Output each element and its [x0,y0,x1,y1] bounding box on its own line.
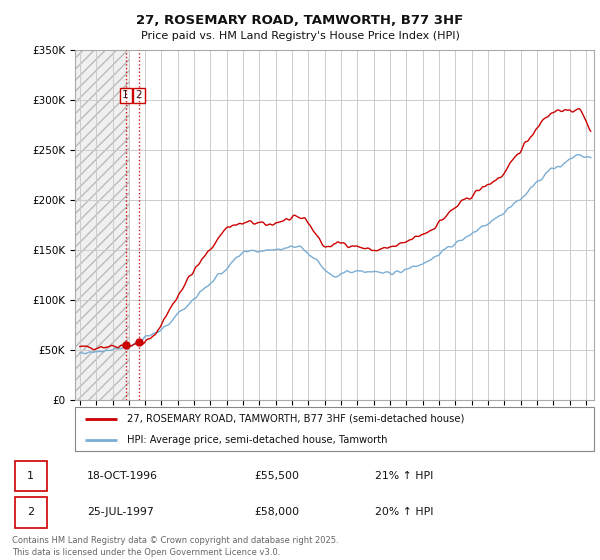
FancyBboxPatch shape [15,460,47,492]
Text: 25-JUL-1997: 25-JUL-1997 [87,507,154,517]
Text: 18-OCT-1996: 18-OCT-1996 [87,471,158,481]
FancyBboxPatch shape [75,407,594,451]
Text: 20% ↑ HPI: 20% ↑ HPI [375,507,433,517]
Text: Contains HM Land Registry data © Crown copyright and database right 2025.
This d: Contains HM Land Registry data © Crown c… [12,536,338,557]
Text: 1: 1 [122,90,129,100]
FancyBboxPatch shape [15,497,47,528]
Text: 2: 2 [27,507,34,517]
Text: 21% ↑ HPI: 21% ↑ HPI [375,471,433,481]
Text: HPI: Average price, semi-detached house, Tamworth: HPI: Average price, semi-detached house,… [127,435,388,445]
Text: £58,000: £58,000 [254,507,299,517]
Text: Price paid vs. HM Land Registry's House Price Index (HPI): Price paid vs. HM Land Registry's House … [140,31,460,41]
Text: 27, ROSEMARY ROAD, TAMWORTH, B77 3HF: 27, ROSEMARY ROAD, TAMWORTH, B77 3HF [136,14,464,27]
Text: 2: 2 [136,90,142,100]
Text: 1: 1 [27,471,34,481]
Text: 27, ROSEMARY ROAD, TAMWORTH, B77 3HF (semi-detached house): 27, ROSEMARY ROAD, TAMWORTH, B77 3HF (se… [127,414,464,424]
Text: £55,500: £55,500 [254,471,299,481]
